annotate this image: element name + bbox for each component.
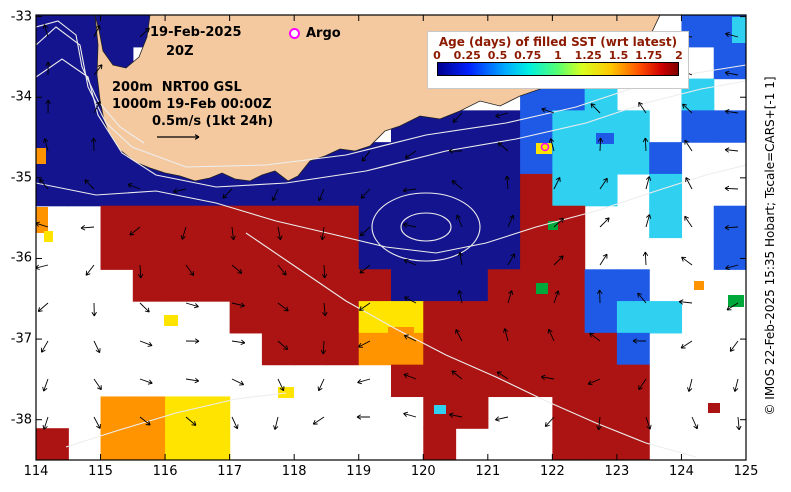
x-axis-tick-label: 122 [539,464,565,479]
argo-marker-icon [289,28,300,39]
x-axis-tick-label: 125 [733,464,759,479]
legend-tick-label: 0.75 [514,49,542,62]
y-axis-tick-label: -37 [10,331,32,347]
legend-tick-label: 1.75 [635,49,663,62]
y-axis-tick-label: -35 [10,170,32,186]
y-axis-tick-label: -38 [10,412,32,428]
contour-200m-label: 200m NRT00 GSL [112,80,242,95]
copyright-watermark: © IMOS 22-Feb-2025 15:35 Hobart; Tscale=… [763,76,777,416]
legend-tick-labels: 0 0.25 0.5 0.75 1 1.25 1.5 1.75 2 [433,49,683,62]
date-label: 19-Feb-2025 [150,25,242,40]
x-axis-tick-label: 124 [669,464,694,479]
y-axis-tick-label: -34 [10,89,32,105]
argo-label: Argo [306,26,341,41]
time-label: 20Z [166,44,194,59]
x-axis-tick-label: 116 [152,464,178,479]
y-axis-tick-label: -36 [10,250,32,266]
x-axis-tick-label: 118 [281,464,307,479]
x-axis-tick-label: 120 [410,464,436,479]
x-axis-tick-label: 114 [23,464,49,479]
legend-tick-label: 1.25 [574,49,602,62]
legend-tick-label: 2 [675,49,683,62]
legend-colorbar [437,62,679,76]
x-axis-tick-label: 119 [346,464,372,479]
x-axis-tick-label: 123 [604,464,630,479]
legend-tick-label: 0.5 [487,49,508,62]
vector-scale-label: 0.5m/s (1kt 24h) [152,114,274,129]
contour-1000m-label: 1000m 19-Feb 00:00Z [112,97,272,112]
legend-tick-label: 0 [433,49,441,62]
legend-tick-label: 1.5 [608,49,629,62]
y-axis-tick-label: -33 [10,9,32,25]
x-axis-tick-label: 121 [475,464,501,479]
legend-tick-label: 1 [554,49,562,62]
x-axis-tick-label: 115 [88,464,113,479]
argo-legend: Argo [289,26,341,41]
legend-title: Age (days) of filled SST (wrt latest) [438,35,678,49]
x-axis-tick-label: 117 [217,464,243,479]
legend-tick-label: 0.25 [453,49,481,62]
